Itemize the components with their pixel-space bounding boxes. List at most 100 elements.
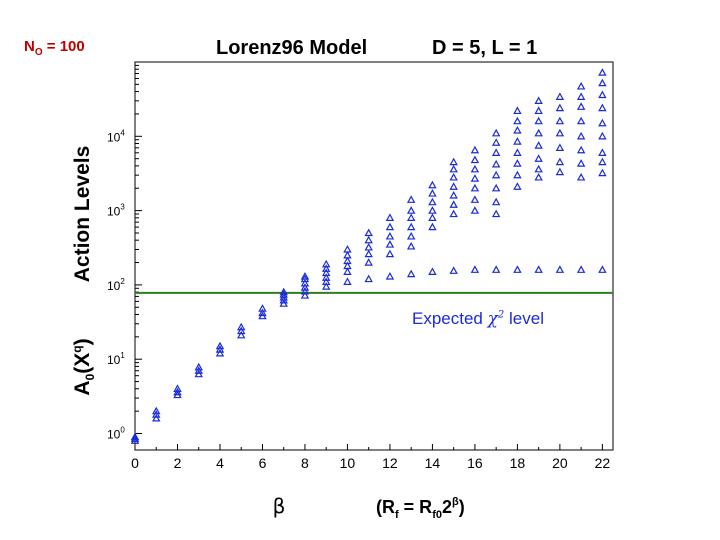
data-point <box>449 200 458 208</box>
data-point <box>300 283 310 291</box>
data-point <box>385 222 395 231</box>
data-point <box>449 191 458 199</box>
data-point <box>279 287 288 296</box>
data-point <box>300 286 310 295</box>
data-point <box>152 413 161 422</box>
data-point <box>300 291 310 299</box>
data-point <box>321 264 331 272</box>
data-point <box>555 92 565 100</box>
data-point <box>152 406 161 415</box>
y-tick-label: 100 <box>107 426 125 442</box>
data-point <box>343 250 352 259</box>
data-point <box>491 159 501 168</box>
chart-params: D = 5, L = 1 <box>432 37 537 59</box>
y-axis-label-formula: A0(Xq) <box>70 338 97 395</box>
data-point <box>491 197 501 206</box>
data-point <box>364 228 373 237</box>
data-point <box>598 90 607 99</box>
data-point <box>364 249 373 258</box>
data-point <box>491 170 501 179</box>
data-point <box>237 330 246 339</box>
data-point <box>364 258 373 266</box>
data-point <box>555 157 565 166</box>
data-point <box>385 272 395 280</box>
data-point <box>576 159 586 167</box>
x-tick-label: 4 <box>216 455 224 471</box>
data-point <box>598 148 607 156</box>
data-point <box>428 197 437 206</box>
data-point <box>513 116 522 125</box>
data-point <box>534 96 543 105</box>
data-point <box>534 141 543 149</box>
data-point <box>343 245 352 253</box>
data-point <box>130 432 140 441</box>
data-point <box>470 174 480 182</box>
data-point <box>513 125 522 134</box>
data-point <box>576 92 586 100</box>
x-tick-label: 0 <box>131 455 139 471</box>
data-point <box>258 308 267 317</box>
data-point <box>343 256 352 265</box>
axis-ticks: 0 2 4 6 8 10 12 14 16 18 20 22 100 101 102 103 104 <box>107 64 610 471</box>
plot-frame <box>134 61 614 451</box>
y-axis-label-sub: A0(Xq) <box>70 338 97 395</box>
data-point <box>513 106 522 115</box>
data-point <box>321 282 331 290</box>
data-point <box>470 206 480 214</box>
data-point <box>598 157 607 166</box>
data-point <box>385 231 395 240</box>
data-point <box>428 189 437 197</box>
data-point <box>491 148 501 156</box>
expected-chi2-annotation: Expected χ2 level <box>412 309 544 329</box>
data-point <box>385 240 395 248</box>
data-point <box>428 206 437 214</box>
data-point <box>555 128 565 137</box>
data-point <box>321 259 331 268</box>
data-point <box>428 180 437 189</box>
data-point <box>576 102 586 110</box>
x-tick-label: 20 <box>552 455 568 471</box>
data-point <box>406 206 416 214</box>
data-point <box>406 213 416 221</box>
data-point <box>364 235 373 244</box>
data-point <box>130 434 140 442</box>
data-point <box>470 183 480 192</box>
data-point <box>215 341 225 350</box>
svg-text:Action Levels: Action Levels <box>71 146 94 283</box>
data-point <box>555 167 565 176</box>
data-point <box>576 81 586 90</box>
data-points <box>130 68 607 444</box>
data-point <box>491 265 501 273</box>
data-point <box>321 268 331 277</box>
data-point <box>576 172 586 181</box>
y-tick-label: 102 <box>107 277 125 293</box>
y-tick-label: 101 <box>107 351 125 367</box>
data-point <box>513 265 522 273</box>
data-point <box>513 170 522 179</box>
data-point <box>470 155 480 164</box>
data-point <box>449 164 458 173</box>
x-axis-formula: (Rf = Rf02β) <box>376 496 465 521</box>
x-tick-label: 14 <box>425 455 441 471</box>
data-point <box>470 265 480 273</box>
data-point <box>491 183 501 192</box>
data-point <box>491 209 501 218</box>
data-point <box>534 164 543 173</box>
data-point <box>428 222 437 231</box>
data-point <box>598 103 607 112</box>
data-point <box>300 278 310 287</box>
x-tick-label: 18 <box>510 455 526 471</box>
x-tick-label: 10 <box>340 455 356 471</box>
data-point <box>534 265 543 273</box>
data-point <box>576 131 586 140</box>
data-point <box>406 195 416 203</box>
data-point <box>534 116 543 125</box>
data-point <box>130 436 140 444</box>
x-tick-label: 6 <box>259 455 267 471</box>
data-point <box>449 209 458 218</box>
data-point <box>598 78 607 87</box>
data-point <box>385 249 395 258</box>
data-point <box>449 172 458 181</box>
data-point <box>470 164 480 173</box>
